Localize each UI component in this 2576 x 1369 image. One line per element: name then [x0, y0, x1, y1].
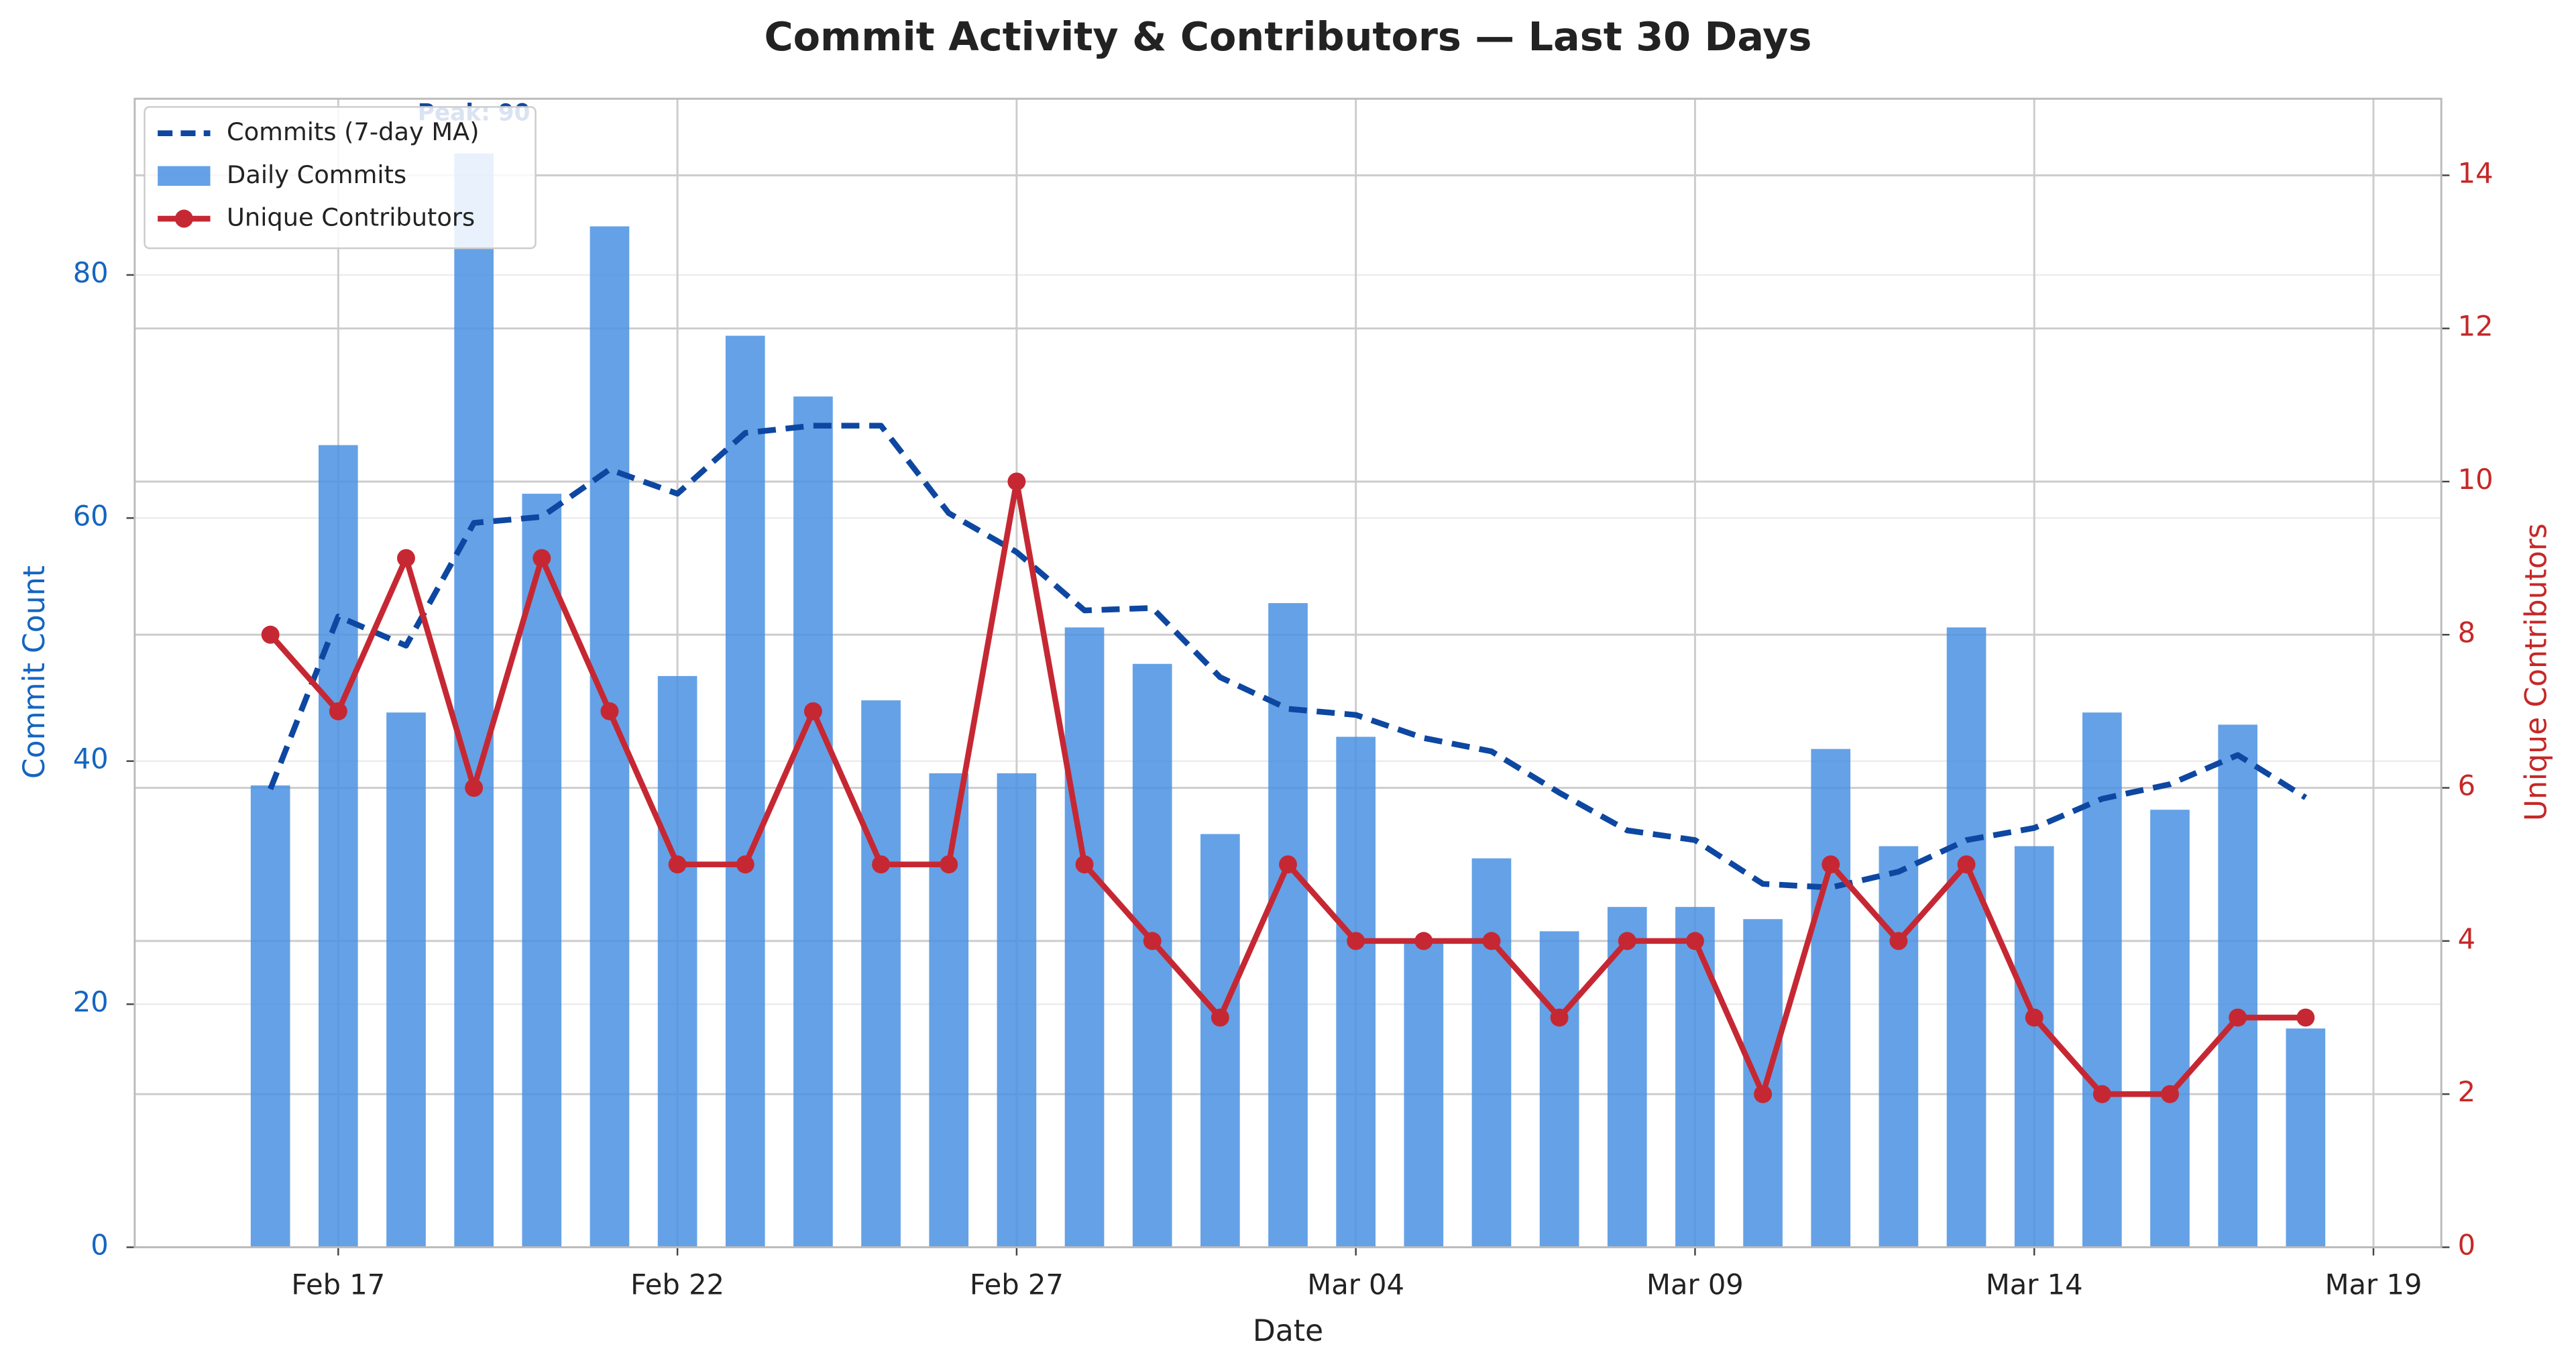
bar [725, 335, 765, 1248]
marker [2092, 1085, 2111, 1103]
y-tick-label: 60 [73, 499, 109, 532]
legend-box [144, 106, 537, 250]
y-axis-label: Commit Count [17, 565, 52, 779]
x-tick-label: Feb 22 [630, 1268, 724, 1301]
y-tick-label: 80 [73, 256, 109, 289]
legend-label: Daily Commits [227, 160, 406, 189]
bar [793, 396, 833, 1248]
marker [1482, 932, 1501, 950]
marker [397, 549, 415, 567]
bar [2218, 724, 2258, 1248]
bar [386, 712, 426, 1248]
marker [668, 855, 687, 874]
marker [1347, 932, 1365, 950]
marker [1007, 472, 1026, 491]
y-tick-label: 40 [73, 743, 109, 775]
y-tick-label: 20 [73, 985, 109, 1018]
bar [2150, 810, 2190, 1248]
legend-label: Unique Contributors [227, 203, 475, 232]
y2-tick-label: 6 [2458, 769, 2475, 802]
x-tick-label: Feb 27 [970, 1268, 1064, 1301]
bar [1675, 907, 1715, 1248]
bar [1607, 907, 1647, 1248]
bar [1336, 736, 1376, 1248]
y2-tick-label: 12 [2458, 310, 2494, 343]
y2-axis-label: Unique Contributors [2520, 523, 2554, 821]
bar [454, 153, 494, 1248]
marker [803, 702, 822, 720]
legend-label: Commits (7-day MA) [227, 117, 479, 146]
x-tick-label: Mar 14 [1986, 1268, 2083, 1301]
marker [2296, 1008, 2315, 1027]
marker [940, 855, 958, 874]
marker [872, 855, 891, 874]
bar [2014, 846, 2054, 1248]
y-tick-label: 0 [91, 1228, 108, 1261]
x-axis-label: Date [1253, 1314, 1323, 1348]
bar [861, 700, 901, 1248]
marker [1550, 1008, 1569, 1027]
chart-title: Commit Activity & Contributors — Last 30… [765, 13, 1812, 60]
bar [1743, 919, 1783, 1248]
bar [929, 773, 969, 1248]
marker [736, 855, 754, 874]
marker [1957, 855, 1976, 874]
marker [1414, 932, 1433, 950]
marker [1279, 855, 1297, 874]
marker [465, 779, 484, 798]
y2-tick-label: 0 [2458, 1228, 2475, 1261]
bar [318, 445, 358, 1248]
marker [329, 702, 347, 720]
bar [2286, 1028, 2326, 1248]
marker [533, 549, 551, 567]
marker [1618, 932, 1636, 950]
bar [1811, 749, 1851, 1248]
bar [1404, 943, 1444, 1248]
bar [657, 675, 697, 1248]
bar [1064, 627, 1105, 1248]
marker [1889, 932, 1908, 950]
marker [1685, 932, 1704, 950]
marker [2229, 1008, 2247, 1027]
bar [1879, 846, 1919, 1248]
bar [1539, 931, 1579, 1248]
plot-frame [133, 97, 2443, 1248]
marker [1822, 855, 1840, 874]
y2-tick-label: 14 [2458, 156, 2494, 189]
bar [1200, 834, 1240, 1248]
bar [1471, 858, 1512, 1248]
y2-tick-label: 10 [2458, 463, 2494, 496]
x-tick-label: Feb 17 [291, 1268, 385, 1301]
marker [1075, 855, 1094, 874]
bar [522, 494, 562, 1248]
y2-tick-label: 8 [2458, 616, 2475, 649]
x-tick-label: Mar 09 [1646, 1268, 1744, 1301]
legend-marker [174, 209, 193, 228]
legend-swatch [158, 166, 211, 186]
legend: Commits (7-day MA) Daily Commits Unique Co… [144, 106, 537, 250]
y2-tick-label: 2 [2458, 1075, 2475, 1108]
x-tick-label: Mar 19 [2325, 1268, 2422, 1301]
marker [1754, 1085, 1773, 1103]
marker [1211, 1008, 1229, 1027]
marker [261, 625, 280, 644]
line [268, 423, 2308, 891]
marker [600, 702, 619, 720]
marker [1143, 932, 1162, 950]
marker [2161, 1085, 2179, 1103]
y2-tick-label: 4 [2458, 922, 2475, 955]
bar [2082, 712, 2122, 1248]
x-tick-label: Mar 04 [1307, 1268, 1404, 1301]
bar [250, 785, 290, 1248]
bar [997, 773, 1037, 1248]
bar [1946, 627, 1986, 1248]
marker [2025, 1008, 2043, 1027]
